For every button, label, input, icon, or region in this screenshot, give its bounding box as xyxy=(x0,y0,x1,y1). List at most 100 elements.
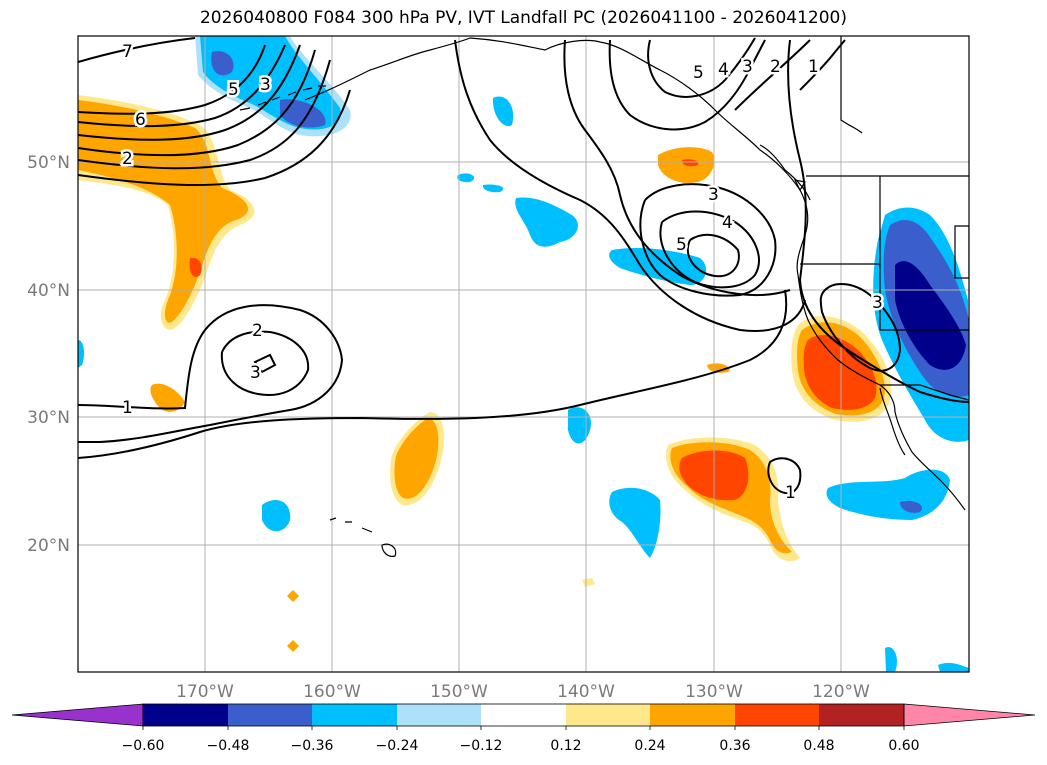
pv-strong-region xyxy=(803,335,877,410)
contour-label: 7 xyxy=(122,42,133,62)
pv-negative-strong xyxy=(280,99,326,128)
ivt-contour xyxy=(563,39,791,296)
lat-label: 40°N xyxy=(27,281,70,301)
pv-negative-strong xyxy=(211,51,234,76)
colorbar-segment xyxy=(397,704,481,726)
ivt-contour xyxy=(78,289,788,459)
pv-negative-region xyxy=(457,173,475,183)
colorbar-segment xyxy=(650,704,735,726)
colorbar-tick-label: −0.36 xyxy=(291,738,334,754)
colorbar-tick-label: −0.48 xyxy=(207,738,250,754)
contour-label: 6 xyxy=(135,110,146,130)
lon-label: 150°W xyxy=(430,682,488,702)
contour-label: 4 xyxy=(722,213,733,233)
contour-label: 5 xyxy=(228,80,239,100)
contour-label: 3 xyxy=(260,75,271,95)
hawaii-islands xyxy=(329,517,397,557)
us-mexico-border xyxy=(880,384,969,401)
ivt-contour xyxy=(253,353,277,374)
us-west-coast xyxy=(797,274,966,511)
colorbar-segment xyxy=(566,704,650,726)
gridlines xyxy=(78,36,969,672)
pv-negative-region xyxy=(78,340,85,368)
contour-label: 1 xyxy=(122,398,133,418)
colorbar-tick-label: 0.36 xyxy=(719,738,750,754)
colorbar: −0.60 −0.48 −0.36 −0.24 −0.12 0.12 0.24 … xyxy=(11,703,1036,754)
pv-positive-speck xyxy=(287,640,299,652)
contour-label: 4 xyxy=(718,60,729,80)
map-title: 2026040800 F084 300 hPa PV, IVT Landfall… xyxy=(199,8,847,28)
colorbar-tick-label: −0.60 xyxy=(122,738,165,754)
ivt-contour xyxy=(78,37,196,63)
ivt-contour xyxy=(767,457,802,495)
colorbar-segment xyxy=(143,704,228,726)
contour-label: 2 xyxy=(252,321,263,341)
lon-label: 170°W xyxy=(176,682,234,702)
ivt-contour xyxy=(734,39,811,111)
ivt-contour xyxy=(78,49,316,157)
pv-positive-region xyxy=(150,383,185,412)
contour-label: 2 xyxy=(122,149,133,169)
contour-label: 3 xyxy=(708,185,719,205)
colorbar-extend-low xyxy=(11,703,144,727)
ivt-contour xyxy=(454,39,806,332)
pv-positive-region xyxy=(707,363,730,373)
pv-positive-speck xyxy=(582,578,595,587)
lat-label: 30°N xyxy=(27,408,70,428)
pv-negative-region xyxy=(568,407,591,444)
map-frame xyxy=(77,35,970,673)
colorbar-segment xyxy=(735,704,819,726)
pv-negative-region xyxy=(492,96,514,127)
ivt-contour xyxy=(78,89,351,187)
state-line xyxy=(800,263,969,331)
lat-label: 20°N xyxy=(27,536,70,556)
state-line xyxy=(879,176,969,279)
ivt-contour xyxy=(799,39,846,91)
contour-label: 5 xyxy=(676,235,687,255)
baja-coast xyxy=(879,387,906,456)
colorbar-tick-label: 0.48 xyxy=(803,738,834,754)
contour-label: 5 xyxy=(693,63,704,83)
contour-label: 2 xyxy=(770,57,781,77)
ivt-contour xyxy=(608,39,766,131)
pv-negative-region xyxy=(482,184,504,193)
lon-label: 120°W xyxy=(812,682,870,702)
alaska-coast xyxy=(304,37,809,276)
ivt-contour xyxy=(78,304,344,443)
lon-label: 130°W xyxy=(685,682,743,702)
ivt-contour xyxy=(687,233,740,278)
ivt-contour xyxy=(220,330,310,396)
colorbar-segment xyxy=(819,704,904,726)
coastlines xyxy=(239,36,969,557)
ivt-contour xyxy=(78,44,301,141)
pv-strong-region xyxy=(189,257,202,277)
pv-negative-strongest xyxy=(895,261,966,370)
pv-negative-region xyxy=(262,500,291,532)
colorbar-extend-high xyxy=(903,703,1036,727)
colorbar-tick-label: −0.12 xyxy=(460,738,503,754)
colorbar-tick-label: 0.12 xyxy=(550,738,581,754)
colorbar-tick-label: 0.60 xyxy=(888,738,919,754)
ivt-contours xyxy=(78,37,969,495)
ivt-contour xyxy=(78,59,331,170)
pv-strong-region xyxy=(682,159,699,167)
contour-label: 3 xyxy=(872,293,883,313)
pv-negative-region xyxy=(885,647,897,672)
latitude-labels: 50°N 40°N 30°N 20°N xyxy=(27,153,70,556)
pv-negative-region xyxy=(609,487,661,558)
pv-shading xyxy=(78,36,969,672)
aleutians xyxy=(239,85,326,111)
contour-label: 3 xyxy=(742,57,753,77)
ivt-contour xyxy=(787,39,969,403)
ivt-contour xyxy=(819,283,902,372)
contour-labels: 7 6 2 5 3 5 4 3 2 1 3 4 5 2 3 1 1 3 xyxy=(120,40,886,506)
alaska-canada-border xyxy=(840,36,863,134)
lon-label: 160°W xyxy=(303,682,361,702)
lon-label: 140°W xyxy=(557,682,615,702)
colorbar-segment xyxy=(481,704,566,726)
colorbar-tick-label: 0.24 xyxy=(634,738,665,754)
ivt-contour xyxy=(659,210,760,289)
colorbar-segment xyxy=(228,704,312,726)
lat-label: 50°N xyxy=(27,153,70,173)
